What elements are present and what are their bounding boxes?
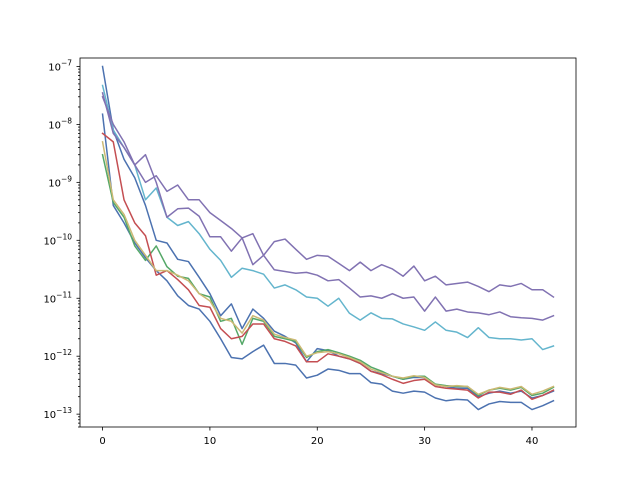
series-line-5 [101, 140, 555, 396]
x-tick-label: 40 [526, 436, 539, 447]
y-tick-label: 10−8 [48, 116, 72, 131]
x-tick-label: 10 [204, 436, 217, 447]
series-layer [101, 65, 555, 411]
x-axis: 0 10 20 30 40 [99, 427, 538, 447]
y-tick-label: 10−9 [48, 174, 72, 189]
plot-frame [79, 57, 577, 428]
series-line-3 [101, 153, 555, 397]
y-tick-label: 10−13 [43, 406, 72, 421]
x-tick-label: 0 [99, 436, 105, 447]
series-line-8 [101, 91, 555, 299]
x-tick-label: 30 [418, 436, 431, 447]
y-tick-label: 10−10 [43, 232, 72, 247]
series-line-4 [101, 132, 555, 401]
series-line-2 [101, 113, 555, 411]
series-line-7 [101, 95, 555, 321]
y-tick-label: 10−12 [43, 348, 72, 363]
x-tick-label: 20 [311, 436, 324, 447]
y-tick-label: 10−7 [48, 58, 72, 73]
y-tick-label: 10−11 [43, 290, 72, 305]
series-line-6 [101, 84, 555, 351]
series-line-1 [101, 65, 555, 399]
y-axis: 10−13 10−12 10−11 10−10 10−9 10−8 10−7 [43, 58, 80, 428]
